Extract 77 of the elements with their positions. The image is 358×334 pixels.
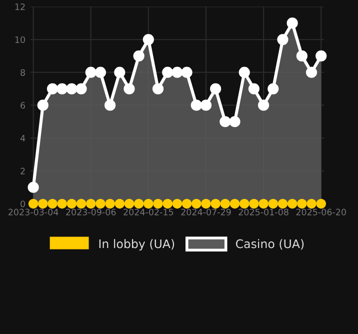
point (181, 66, 192, 78)
x-tick-label: 2023-09-06 (66, 208, 116, 216)
y-tick-label: 0 (20, 200, 25, 208)
point (66, 83, 78, 94)
point (248, 83, 260, 94)
point (278, 198, 288, 209)
point (306, 66, 318, 78)
point (172, 198, 182, 209)
point (306, 198, 316, 209)
y-tick-label: 4 (20, 135, 26, 142)
y-tick-label: 8 (20, 69, 25, 76)
point (96, 198, 106, 209)
point (249, 198, 259, 209)
point (153, 198, 163, 209)
point (182, 198, 192, 209)
point (114, 66, 126, 78)
y-tick-label: 2 (20, 168, 25, 174)
point (48, 198, 58, 209)
point (144, 198, 154, 209)
point (76, 198, 86, 209)
point (134, 198, 144, 209)
point (258, 198, 268, 209)
point (85, 66, 96, 78)
x-tick-label: 2023-03-04 (8, 208, 58, 216)
point (46, 83, 58, 94)
point (66, 198, 77, 209)
point (124, 83, 135, 94)
point (268, 198, 278, 209)
point (38, 198, 48, 209)
point (229, 116, 240, 128)
point (238, 66, 250, 78)
point (316, 198, 326, 209)
x-tick-label: 2025-01-08 (238, 208, 288, 216)
point (94, 66, 106, 78)
point (240, 198, 250, 209)
point (162, 198, 172, 209)
point (190, 100, 202, 111)
point (201, 198, 211, 209)
point (124, 198, 134, 209)
point (268, 83, 279, 94)
point (210, 198, 220, 209)
legend-label: In lobby (UA) (99, 239, 174, 250)
point (316, 50, 327, 62)
point (114, 198, 125, 209)
point (142, 34, 154, 46)
point (277, 34, 288, 46)
point (133, 50, 144, 62)
y-tick-label: 10 (15, 36, 25, 43)
point (162, 66, 174, 78)
point (230, 198, 240, 209)
y-tick-label: 6 (20, 102, 26, 109)
point (57, 198, 67, 209)
point (37, 100, 48, 111)
point (152, 83, 164, 94)
point (220, 116, 231, 128)
point (56, 83, 68, 94)
x-tick-label: 2025-06-20 (296, 208, 346, 216)
point (297, 198, 307, 209)
x-tick-label: 2024-02-15 (124, 208, 174, 216)
legend-label: Casino (UA) (236, 239, 304, 250)
point (286, 18, 298, 29)
point (220, 198, 230, 209)
point (76, 83, 87, 94)
point (200, 100, 212, 111)
point (258, 100, 270, 111)
y-tick-label: 12 (15, 4, 25, 10)
point (28, 198, 38, 209)
point (287, 198, 298, 209)
point (296, 50, 308, 62)
point (210, 83, 222, 94)
point (28, 182, 39, 193)
point (104, 100, 116, 111)
point (86, 198, 96, 209)
point (105, 198, 115, 209)
point (192, 198, 202, 209)
x-tick-label: 2024-07-29 (181, 208, 231, 216)
point (172, 66, 183, 78)
